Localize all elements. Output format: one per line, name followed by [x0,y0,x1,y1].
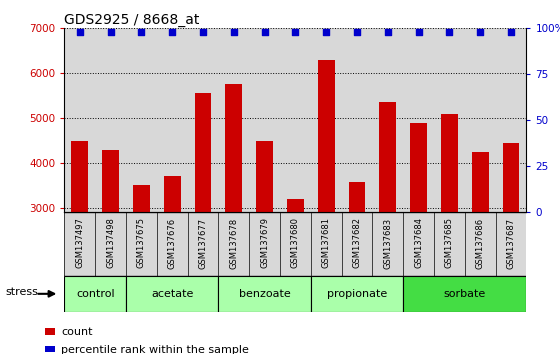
Bar [164,177,181,212]
Bar [225,85,242,212]
Text: sorbate: sorbate [444,289,486,299]
Text: GSM137497: GSM137497 [75,217,85,268]
Bar [218,276,311,312]
Bar [102,149,119,212]
Text: control: control [76,289,114,299]
Text: GSM137680: GSM137680 [291,217,300,268]
Bar [410,122,427,212]
Text: count: count [62,327,93,337]
Bar [379,102,396,212]
Bar [45,346,55,352]
Bar [194,93,212,212]
Text: GSM137685: GSM137685 [445,217,454,268]
Point [198,29,207,35]
Point [353,29,362,35]
Text: GSM137675: GSM137675 [137,217,146,268]
Point [230,29,239,35]
Text: GSM137679: GSM137679 [260,217,269,268]
Text: acetate: acetate [151,289,193,299]
Point [476,29,485,35]
Text: GSM137683: GSM137683 [383,217,393,269]
Text: GSM137686: GSM137686 [475,217,485,269]
Point [75,29,85,35]
Point [445,29,454,35]
Text: GSM137677: GSM137677 [198,217,208,269]
Text: propionate: propionate [327,289,387,299]
Bar [472,152,489,212]
Text: GSM137678: GSM137678 [229,217,239,269]
Bar [502,143,520,212]
Bar [45,328,55,335]
Text: GSM137684: GSM137684 [414,217,423,268]
Text: benzoate: benzoate [239,289,291,299]
Point [383,29,392,35]
Bar [256,141,273,212]
Bar [71,141,88,212]
Point [106,29,115,35]
Text: GSM137687: GSM137687 [506,217,516,269]
Text: GSM137676: GSM137676 [167,217,177,269]
Point [168,29,177,35]
Point [291,29,300,35]
Bar [64,276,126,312]
Bar [133,185,150,212]
Bar [318,60,335,212]
Text: GSM137681: GSM137681 [321,217,331,268]
Text: GDS2925 / 8668_at: GDS2925 / 8668_at [64,13,200,27]
Text: stress: stress [5,287,38,297]
Point [506,29,515,35]
Point [137,29,146,35]
Bar [403,276,526,312]
Bar [126,276,218,312]
Bar [441,114,458,212]
Bar [311,276,403,312]
Point [321,29,330,35]
Text: GSM137682: GSM137682 [352,217,362,268]
Point [414,29,423,35]
Text: GSM137498: GSM137498 [106,217,115,268]
Text: percentile rank within the sample: percentile rank within the sample [62,345,249,354]
Point [260,29,269,35]
Bar [287,199,304,212]
Bar [348,182,366,212]
